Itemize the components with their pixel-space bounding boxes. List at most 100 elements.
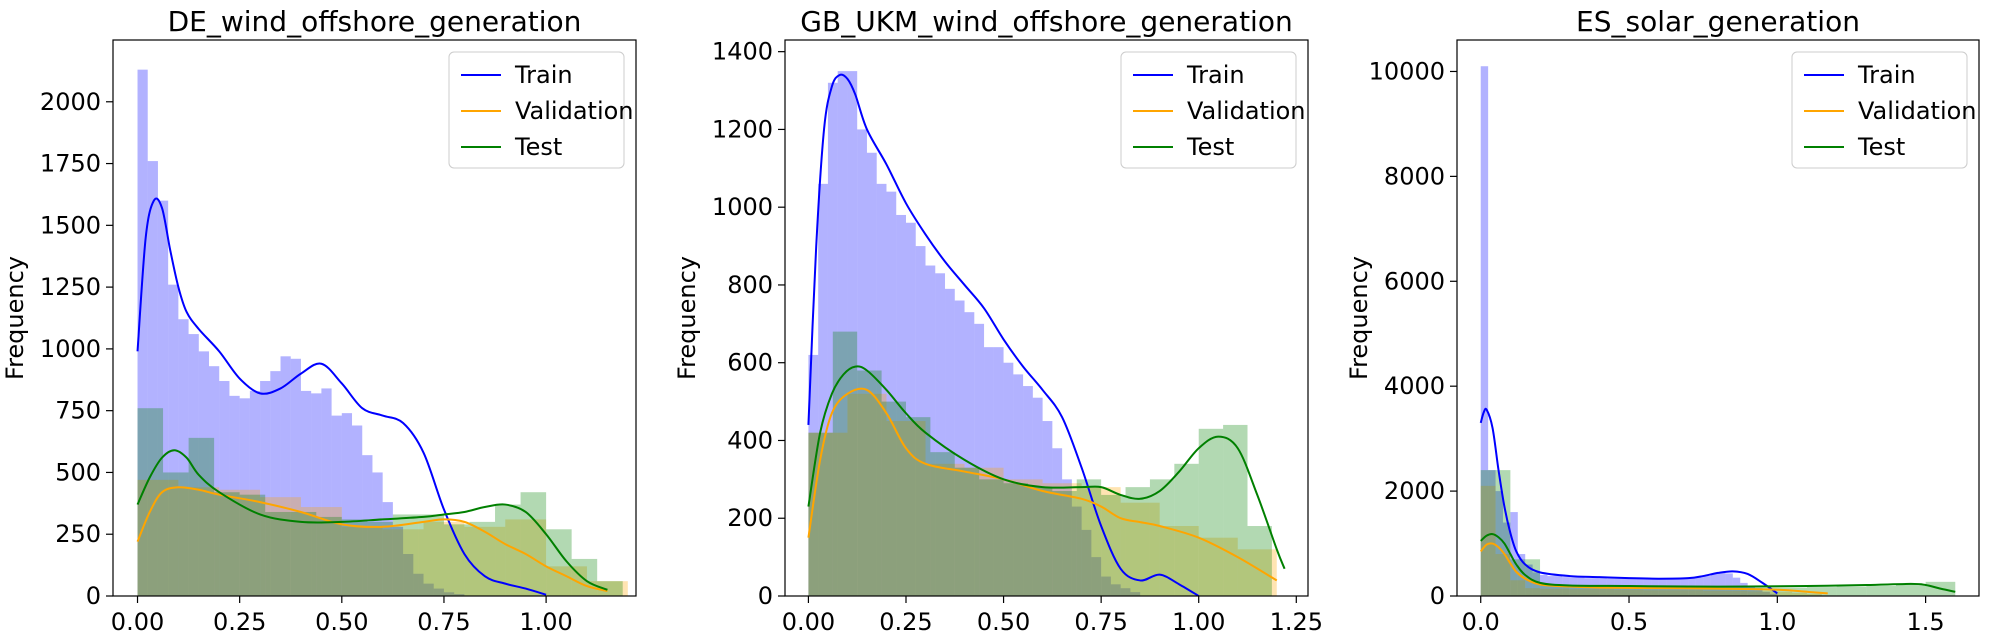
histogram-bar [1792, 592, 1807, 596]
histogram-bar [157, 200, 169, 596]
histogram-bar [1755, 588, 1763, 596]
histogram-bar [1895, 583, 1926, 596]
histogram-bar [239, 494, 266, 596]
histogram-bar [847, 393, 887, 596]
kde-line-validation [1479, 542, 1828, 595]
chart-title: DE_wind_offshore_generation [168, 5, 582, 38]
histogram-bar [857, 129, 867, 596]
histogram-bar [1198, 428, 1224, 596]
histogram-bar [1643, 590, 1659, 596]
y-tick-label: 4000 [1384, 372, 1445, 400]
histogram-bar [280, 356, 291, 596]
plot-area [136, 69, 628, 596]
histogram-bar [1003, 479, 1043, 596]
histogram-bar [1540, 585, 1570, 596]
histogram-bar [1003, 362, 1014, 596]
x-tick-label: 0.75 [1074, 608, 1127, 636]
histogram-bar [423, 583, 434, 596]
histogram-bar [219, 381, 230, 596]
x-tick-label: 0.25 [879, 608, 932, 636]
histogram-bar [979, 479, 1004, 596]
histogram-bar [1629, 586, 1659, 596]
histogram-bar [993, 347, 1004, 596]
histogram-bar [818, 183, 828, 596]
kde-line-train [807, 73, 1200, 596]
histogram-bar [1584, 589, 1600, 596]
x-tick-label: 0.25 [213, 608, 266, 636]
histogram-bar [1554, 588, 1570, 596]
legend-label: Validation [515, 97, 634, 125]
histogram-bar [1747, 587, 1778, 596]
histogram-bar [905, 417, 931, 596]
histogram-bar [290, 358, 301, 596]
histogram-bar [964, 467, 1004, 596]
histogram-bar [443, 524, 470, 596]
y-tick-label: 1000 [712, 193, 773, 221]
y-tick-label: 200 [727, 504, 773, 532]
histogram-bar [316, 516, 342, 596]
histogram-bar [1071, 506, 1082, 596]
y-axis-label: Frequency [673, 256, 701, 380]
histogram-bar [954, 467, 980, 596]
legend-label: Validation [1187, 97, 1306, 125]
y-tick-label: 0 [1430, 582, 1445, 610]
histogram-bar [352, 425, 363, 596]
histogram-bar [1081, 529, 1092, 596]
histogram-bar [188, 437, 215, 596]
x-tick-label: 0.00 [111, 608, 164, 636]
histogram-bar [178, 319, 189, 596]
histogram-bar [300, 390, 312, 596]
histogram-bar [382, 502, 393, 596]
histogram-bar [290, 511, 317, 596]
histogram-bar [935, 273, 946, 596]
histogram-bar [1062, 479, 1072, 596]
histogram-bar [571, 558, 598, 596]
histogram-bar [137, 408, 164, 596]
histogram-bar [1688, 587, 1718, 596]
histogram-bar [546, 566, 587, 596]
histogram-bar [1806, 587, 1837, 596]
histogram-bar [847, 71, 858, 596]
histogram-bar [945, 288, 955, 596]
histogram-bar [1718, 590, 1733, 596]
histogram-bar [1052, 448, 1063, 596]
x-tick-label: 1.25 [1270, 608, 1323, 636]
y-axis-label: Frequency [1, 256, 29, 380]
histogram-bar [1495, 554, 1511, 596]
histogram-bar [168, 284, 179, 596]
histogram-bar [1866, 586, 1896, 596]
histogram-bar [1777, 591, 1793, 596]
y-tick-label: 6000 [1384, 267, 1445, 295]
histogram-bar [1027, 487, 1053, 596]
histogram-validation [1480, 485, 1822, 596]
histogram-bar [896, 214, 906, 596]
y-tick-label: 250 [55, 520, 101, 548]
y-tick-label: 500 [55, 458, 101, 486]
histogram-bar [1101, 576, 1111, 596]
y-tick-label: 2000 [1384, 477, 1445, 505]
histogram-bar [265, 511, 291, 596]
x-tick-label: 0.00 [782, 608, 835, 636]
y-tick-label: 1000 [40, 335, 101, 363]
legend-label: Train [514, 61, 573, 89]
histogram-bar [1076, 479, 1102, 596]
histogram-bar [229, 395, 240, 596]
histogram-bar [1023, 386, 1033, 596]
histogram-bar [1517, 554, 1526, 596]
histogram-bar [1130, 592, 1141, 596]
histogram-bar [837, 71, 848, 596]
histogram-bar [311, 393, 322, 596]
y-tick-label: 2000 [40, 88, 101, 116]
histogram-bar [886, 191, 897, 596]
kde-line-train [136, 197, 547, 596]
histogram-bar [1174, 463, 1199, 596]
histogram-bar [392, 526, 404, 596]
histogram-bar [520, 492, 547, 596]
x-tick-label: 0.50 [315, 608, 368, 636]
histogram-bar [827, 82, 838, 596]
histogram-bar [1480, 470, 1511, 596]
histogram-bar [219, 489, 261, 596]
histogram-bar [137, 69, 148, 596]
kde-line-validation [136, 486, 608, 593]
